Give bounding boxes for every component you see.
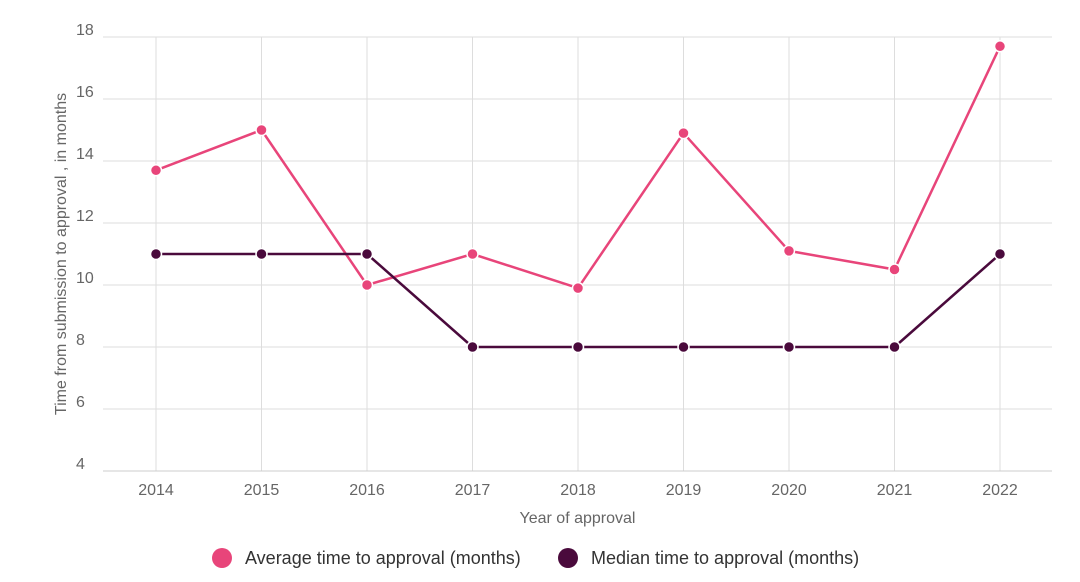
data-point-series-1[interactable] <box>888 340 901 354</box>
x-tick-label: 2018 <box>560 482 596 499</box>
legend-label-0[interactable]: Average time to approval (months) <box>245 548 521 568</box>
data-point-series-0[interactable] <box>677 126 690 140</box>
x-tick-label: 2016 <box>349 482 385 499</box>
data-point-series-1[interactable] <box>360 247 374 261</box>
x-tick-label: 2020 <box>771 482 807 499</box>
axis-labels: Year of approval Time from submission to… <box>53 93 635 527</box>
x-tick-label: 2014 <box>138 482 174 499</box>
x-tick-label: 2017 <box>455 482 491 499</box>
axes: 4 6 8 10 12 14 16 18 2014 2015 2016 2017 2018 2019 202… <box>76 22 1052 499</box>
x-tick-label: 2022 <box>982 482 1018 499</box>
data-point-series-1[interactable] <box>571 340 585 354</box>
legend-label-1[interactable]: Median time to approval (months) <box>591 548 859 568</box>
legend-marker-0[interactable] <box>212 548 232 568</box>
data-point-series-0[interactable] <box>466 247 479 261</box>
data-point-series-0[interactable] <box>149 164 163 177</box>
data-point-series-0[interactable] <box>993 40 1007 53</box>
x-tick-label: 2015 <box>244 482 280 499</box>
data-point-series-1[interactable] <box>466 340 479 354</box>
data-point-series-0[interactable] <box>255 123 268 137</box>
data-point-series-0[interactable] <box>360 278 374 292</box>
data-point-series-0[interactable] <box>571 281 585 295</box>
y-tick-label: 18 <box>76 22 94 39</box>
y-tick-label: 12 <box>76 208 94 225</box>
x-tick-label: 2019 <box>666 482 702 499</box>
series <box>149 40 1007 354</box>
data-point-series-1[interactable] <box>149 247 163 261</box>
data-point-series-1[interactable] <box>782 340 796 354</box>
y-tick-label: 8 <box>76 332 85 349</box>
y-tick-label: 4 <box>76 456 85 473</box>
data-point-series-0[interactable] <box>888 263 901 276</box>
data-point-series-1[interactable] <box>993 247 1007 261</box>
data-point-series-1[interactable] <box>255 247 268 261</box>
y-tick-label: 16 <box>76 84 94 101</box>
y-tick-label: 14 <box>76 146 94 163</box>
y-axis-title: Time from submission to approval , in mo… <box>53 93 70 415</box>
legend: Average time to approval (months) Median … <box>212 548 859 568</box>
x-axis-title: Year of approval <box>520 510 636 527</box>
data-point-series-1[interactable] <box>677 340 690 354</box>
y-tick-label: 6 <box>76 394 85 411</box>
x-tick-label: 2021 <box>877 482 913 499</box>
y-tick-label: 10 <box>76 270 94 287</box>
data-point-series-0[interactable] <box>782 244 796 258</box>
legend-marker-1[interactable] <box>558 548 578 568</box>
